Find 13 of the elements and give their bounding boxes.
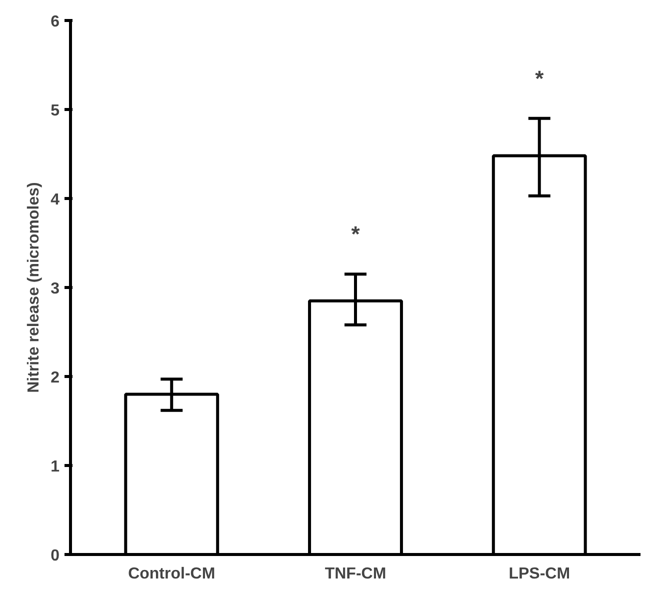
annotation: * xyxy=(351,222,360,247)
y-tick-label: 2 xyxy=(50,370,60,386)
x-tick-label: Control-CM xyxy=(128,566,216,582)
y-tick-label: 0 xyxy=(50,548,60,564)
annotation: * xyxy=(535,66,544,91)
y-tick-label: 4 xyxy=(50,192,60,208)
y-axis-title: Nitrite release (micromoles) xyxy=(26,182,43,393)
y-tick-label: 5 xyxy=(50,102,60,120)
x-tick-label: TNF-CM xyxy=(324,566,386,582)
y-tick-label: 3 xyxy=(50,280,60,298)
y-tick-label: 1 xyxy=(50,458,60,476)
x-tick-label: LPS-CM xyxy=(508,566,570,582)
y-tick-label: 6 xyxy=(50,14,60,30)
